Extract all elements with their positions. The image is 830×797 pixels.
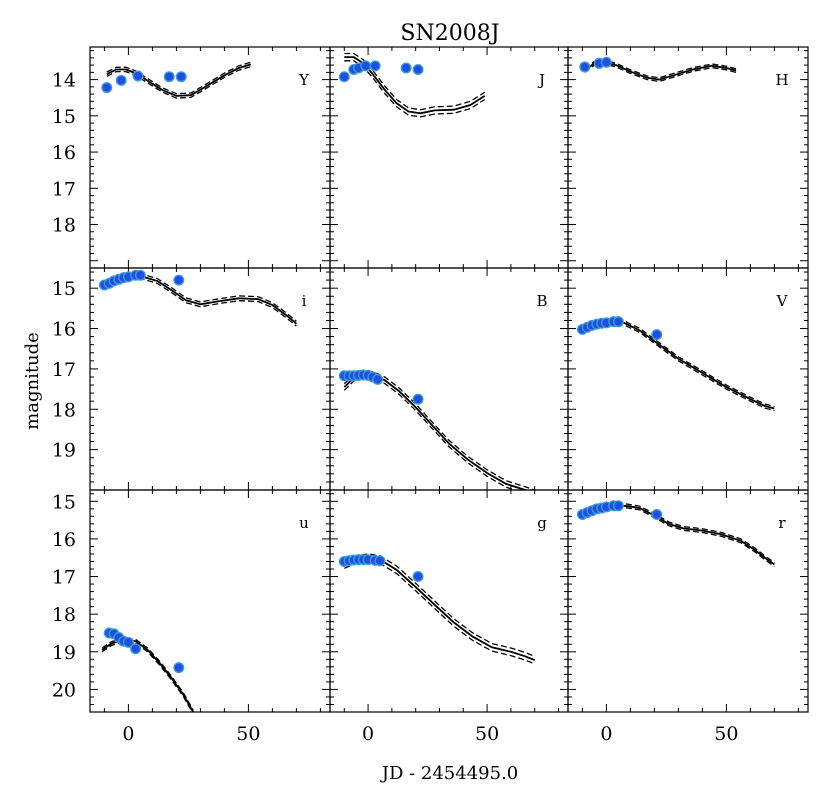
data-point <box>122 636 134 648</box>
y-tick-label: 15 <box>52 106 76 128</box>
data-point <box>115 74 127 86</box>
model-lower-bound <box>106 65 251 99</box>
x-tick-label: 50 <box>475 723 499 745</box>
data-point <box>651 329 663 341</box>
data-point <box>651 508 663 520</box>
data-point <box>101 82 113 94</box>
panel-frame <box>567 267 809 491</box>
panel-frame <box>329 46 569 269</box>
model-curve <box>343 372 529 490</box>
y-tick-label: 18 <box>52 215 76 237</box>
chart-title: SN2008J <box>400 21 499 46</box>
band-label: H <box>775 71 788 89</box>
model-upper-bound <box>343 369 535 490</box>
data-point <box>600 56 612 68</box>
panel-frame <box>567 46 809 269</box>
model-upper-bound <box>104 273 297 322</box>
panel-J: J <box>329 46 569 269</box>
data-point <box>412 63 424 75</box>
panel-i: i 15 16 17 18 19 <box>52 267 331 491</box>
band-label: i <box>302 292 307 310</box>
data-point <box>412 393 424 405</box>
model-lower-bound <box>101 641 193 712</box>
x-tick-label: 50 <box>714 723 738 745</box>
model-upper-bound <box>344 52 486 111</box>
data-point <box>130 643 142 655</box>
model-lower-bound <box>582 507 775 567</box>
y-tick-label: 16 <box>52 319 76 341</box>
model-curve <box>106 63 252 97</box>
model-upper-bound <box>582 317 775 408</box>
panel-frame <box>89 489 331 713</box>
y-axis-label: magnitude <box>22 332 43 430</box>
y-tick-label: 15 <box>52 278 76 300</box>
band-label: r <box>778 514 786 532</box>
panel-u: u 15 16 17 18 19 20 0 50 <box>52 489 331 745</box>
band-label: u <box>299 514 309 532</box>
y-tick-label: 16 <box>52 529 76 551</box>
y-tick-label: 20 <box>52 679 76 701</box>
panel-grid: Y 14 15 16 17 18 J Hi 15 16 17 18 19 B Vu 15 16 17 18 19 20 0… <box>52 46 809 745</box>
data-point <box>369 60 381 72</box>
data-point <box>612 500 624 512</box>
y-tick-label: 14 <box>52 70 76 92</box>
data-point <box>412 571 424 583</box>
data-point <box>579 61 591 73</box>
model-curve <box>104 275 297 325</box>
data-point <box>173 274 185 286</box>
panel-H: H <box>567 46 809 269</box>
y-tick-label: 15 <box>52 491 76 513</box>
data-point <box>173 662 185 674</box>
model-lower-bound <box>344 560 535 665</box>
x-axis-label: JD - 2454495.0 <box>380 763 519 784</box>
band-label: g <box>537 514 547 532</box>
y-tick-label: 19 <box>52 642 76 664</box>
data-point <box>175 71 187 83</box>
x-tick-label: 50 <box>236 723 260 745</box>
data-point <box>360 60 372 72</box>
y-tick-label: 16 <box>52 142 76 164</box>
data-point <box>374 555 386 567</box>
panel-r: r 0 50 <box>567 489 809 745</box>
model-upper-bound <box>582 503 775 564</box>
y-tick-label: 18 <box>52 604 76 626</box>
model-upper-bound <box>106 61 251 95</box>
panel-V: V <box>567 267 809 491</box>
x-tick-label: 0 <box>122 723 134 745</box>
model-curve <box>582 504 775 566</box>
model-upper-bound <box>344 553 535 657</box>
x-tick-label: 0 <box>600 723 612 745</box>
data-point <box>134 269 146 281</box>
y-tick-label: 17 <box>52 567 76 589</box>
data-point <box>372 373 384 385</box>
model-curve <box>101 639 194 712</box>
y-tick-label: 17 <box>52 178 76 200</box>
model-curve <box>343 556 536 661</box>
data-point <box>338 71 350 83</box>
data-point <box>612 316 624 328</box>
band-label: J <box>537 71 545 89</box>
y-tick-label: 17 <box>52 359 76 381</box>
y-tick-label: 18 <box>52 399 76 421</box>
band-label: B <box>536 292 547 310</box>
panel-frame <box>329 489 569 713</box>
panel-g: g 0 50 <box>329 489 569 745</box>
panel-frame <box>89 267 331 491</box>
y-tick-label: 19 <box>52 440 76 462</box>
panel-B: B <box>329 267 569 491</box>
data-point <box>132 70 144 82</box>
data-point <box>163 71 175 83</box>
data-point <box>400 62 412 74</box>
band-label: V <box>776 292 789 310</box>
model-lower-bound <box>343 376 518 490</box>
panel-frame <box>567 489 809 713</box>
band-label: Y <box>298 71 310 89</box>
panel-Y: Y 14 15 16 17 18 <box>52 46 331 269</box>
x-tick-label: 0 <box>362 723 374 745</box>
